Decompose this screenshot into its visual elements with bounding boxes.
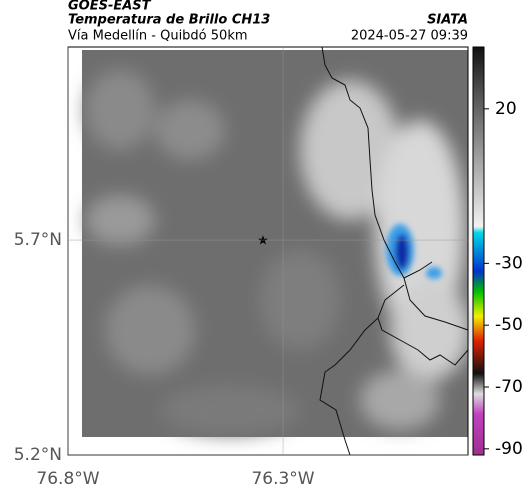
datetime: 2024-05-27 09:39 — [351, 29, 468, 44]
title: Temperatura de Brillo CH13 — [68, 13, 270, 28]
imagery: ★ — [67, 46, 470, 456]
colorbar-tick-label: -50 — [495, 315, 523, 335]
brand: SIATA — [427, 13, 468, 28]
colorbar-tick-label: -90 — [495, 439, 523, 459]
y-tick-label: 5.2°N — [14, 445, 62, 465]
colorbar-tick-label: -70 — [495, 377, 523, 397]
star-marker: ★ — [257, 234, 269, 249]
y-tick-label: 5.7°N — [14, 230, 62, 250]
x-tick-label: 76.3°W — [251, 469, 314, 489]
colorbar-tick-label: 20 — [495, 99, 517, 119]
subtitle: Vía Medellín - Quibdó 50km — [68, 29, 248, 44]
source: GOES-EAST — [68, 0, 152, 14]
colorbar — [472, 46, 485, 456]
x-tick-label: 76.8°W — [36, 469, 99, 489]
colorbar-tick-label: -30 — [495, 253, 523, 273]
